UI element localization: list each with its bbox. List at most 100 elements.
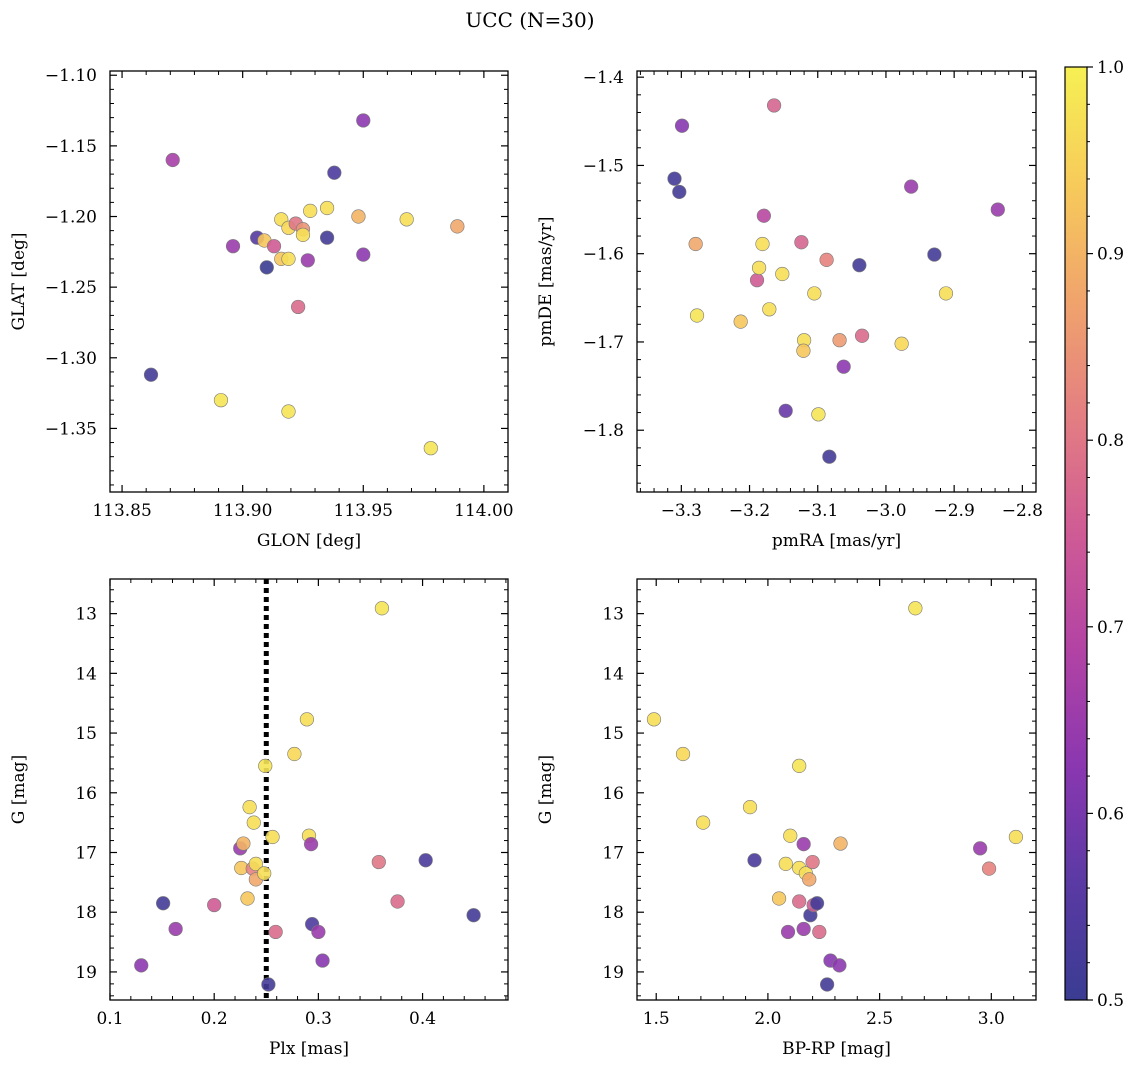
scatter-point <box>820 977 835 992</box>
scatter-point <box>466 908 481 923</box>
scatter-point <box>287 746 302 762</box>
scatter-point <box>766 98 782 113</box>
scatter-point <box>792 758 807 774</box>
scatter-point <box>973 841 988 856</box>
scatter-point <box>281 251 296 266</box>
scatter-point <box>809 896 825 911</box>
axes-frame <box>636 578 1037 1001</box>
scatter-point <box>908 601 923 616</box>
colorbar-tick-label: 0.7 <box>1097 618 1124 638</box>
axes-frame <box>636 70 1037 493</box>
scatter-point <box>213 393 229 408</box>
scatter-point <box>240 891 255 906</box>
scatter-point <box>268 924 283 940</box>
panel-bprp-g: 1.5 2.0 2.5 3.0 13 14 15 16 17 18 19 BP-RP [mag] G [… <box>536 578 1037 1059</box>
x-tick-label: −2.9 <box>934 501 975 521</box>
y-tick-label: 17 <box>75 844 97 864</box>
scatter-point <box>1008 829 1023 845</box>
scatter-point <box>751 260 767 275</box>
scatter-point <box>742 800 758 815</box>
colorbar: 0.5 0.6 0.7 0.8 0.9 1.0 <box>1064 58 1124 1011</box>
x-tick-label: 3.0 <box>978 1009 1005 1029</box>
scatter-point <box>295 227 311 242</box>
scatter-point <box>259 260 274 275</box>
y-axis-label: G [mag] <box>536 755 556 824</box>
x-axis-label: BP-RP [mag] <box>782 1039 891 1059</box>
scatter-point <box>303 837 319 852</box>
scatter-point <box>266 239 282 254</box>
scatter-point <box>819 252 834 267</box>
scatter-point <box>258 758 273 774</box>
scatter-point <box>780 924 796 940</box>
scatter-point <box>833 836 848 851</box>
x-tick-label: 113.95 <box>334 501 393 521</box>
y-tick-label: −1.25 <box>45 278 97 298</box>
y-axis-label: G [mag] <box>9 755 29 824</box>
scatter-point <box>315 953 330 968</box>
scatter-point <box>374 601 390 616</box>
y-tick-label: 18 <box>75 903 97 923</box>
scatter-point <box>674 118 690 133</box>
scatter-point <box>319 200 335 216</box>
scatter-point <box>291 299 306 315</box>
scatter-point <box>390 894 405 909</box>
scatter-point <box>351 209 366 224</box>
scatter-point <box>168 921 183 937</box>
y-axis-label: GLAT [deg] <box>9 232 29 330</box>
figure-suptitle: UCC (N=30) <box>465 8 594 32</box>
y-tick-label: −1.8 <box>583 421 624 441</box>
y-tick-label: 19 <box>75 963 97 983</box>
y-tick-label: −1.4 <box>583 68 624 88</box>
x-axis-label: Plx [mas] <box>269 1039 349 1059</box>
scatter-point <box>319 230 335 245</box>
scatter-point <box>134 958 149 973</box>
y-tick-label: −1.20 <box>45 208 97 228</box>
scatter-point <box>299 712 315 727</box>
x-tick-label: −3.1 <box>797 501 838 521</box>
x-tick-label: 0.1 <box>96 1009 123 1029</box>
x-tick-label: 0.4 <box>409 1009 436 1029</box>
scatter-point <box>265 829 280 845</box>
y-tick-label: 16 <box>602 784 624 804</box>
scatter-point <box>832 333 847 348</box>
x-tick-label: 2.5 <box>866 1009 893 1029</box>
scatter-point <box>156 896 171 911</box>
scatter-point <box>143 367 159 382</box>
colorbar-gradient <box>1064 66 1088 1001</box>
x-tick-label: −3.3 <box>661 501 702 521</box>
x-tick-label: 113.90 <box>213 501 272 521</box>
scatter-point <box>836 359 851 374</box>
scatter-point <box>894 336 909 351</box>
scatter-point <box>775 266 790 282</box>
scatter-point <box>311 924 326 940</box>
scatter-point <box>261 977 276 992</box>
scatter-point <box>248 856 263 871</box>
scatter-point <box>281 404 296 419</box>
scatter-point <box>796 837 811 852</box>
scatter-point <box>822 449 837 464</box>
y-tick-label: 19 <box>602 963 624 983</box>
scatter-point <box>242 800 257 815</box>
scatter-point <box>927 247 942 262</box>
y-tick-label: −1.6 <box>583 245 624 265</box>
scatter-point <box>646 712 662 727</box>
scatter-point <box>805 854 820 870</box>
scatter-point <box>423 441 438 456</box>
scatter-point <box>300 253 315 268</box>
x-tick-label: −3.0 <box>865 501 906 521</box>
scatter-point <box>852 258 867 273</box>
x-tick-label: 0.2 <box>201 1009 228 1029</box>
y-tick-label: 14 <box>602 664 624 684</box>
scatter-point <box>418 853 433 868</box>
panel-glon-glat: 113.85 113.90 113.95 114.00 −1.35 −1.30 −1.25 −… <box>9 66 514 551</box>
scatter-point <box>688 236 703 252</box>
scatter-point <box>225 239 241 254</box>
scatter-point <box>696 815 711 830</box>
scatter-point <box>667 171 682 186</box>
y-axis-label: pmDE [mas/yr] <box>536 216 556 346</box>
scatter-point <box>371 854 386 870</box>
colorbar-tick-label: 0.6 <box>1097 804 1124 824</box>
scatter-point <box>675 746 691 762</box>
scatter-point <box>796 343 811 358</box>
scatter-point <box>812 924 827 940</box>
